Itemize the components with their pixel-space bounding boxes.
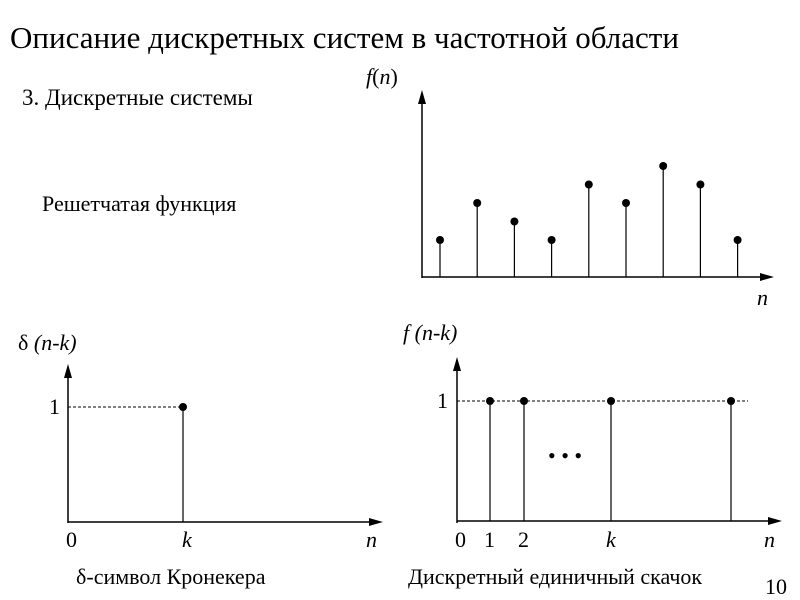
page-number: 10 [765,574,787,599]
lattice-function-chart: f(n) n [366,64,774,310]
step-y-arrow-icon [453,357,461,371]
delta-y-arrow-icon [64,364,72,378]
step-point [607,397,615,405]
delta-x-origin-label: 0 [66,527,77,552]
lattice-function-label: Решетчатая функция [42,191,237,216]
delta-y-tick-label: 1 [49,394,60,419]
lattice-point [584,180,593,189]
step-x-two-label: 2 [518,527,529,552]
step-y-tick-label: 1 [437,388,448,413]
step-x-k-label: k [606,527,617,552]
step-ellipsis: • • • [548,443,582,468]
top-y-arrow-icon [418,90,426,104]
step-y-axis-label: f (n-k) [403,320,457,345]
delta-x-axis-label: n [366,527,377,552]
top-y-axis-label: f(n) [366,64,398,89]
step-x-one-label: 1 [484,527,495,552]
unit-step-chart: • • • f (n-k) 1 0 1 2 k n [403,320,782,552]
lattice-point [510,217,519,226]
step-point [520,397,528,405]
kronecker-delta-caption: δ-символ Кронекера [76,564,266,589]
kronecker-delta-chart: δ (n-k) 1 0 k n [18,330,383,552]
lattice-point [622,199,630,207]
delta-x-k-label: k [182,527,193,552]
unit-step-caption: Дискретный единичный скачок [408,564,703,589]
delta-y-axis-label: δ (n-k) [18,330,77,355]
delta-point [179,403,187,411]
step-x-origin-label: 0 [455,527,466,552]
top-x-arrow-icon [760,273,774,281]
lattice-point [473,199,482,207]
top-x-axis-label: n [757,285,768,310]
lattice-point [547,236,556,244]
delta-x-arrow-icon [369,518,383,526]
step-point [727,397,735,405]
lattice-samples [436,162,742,277]
lattice-point [733,236,742,244]
lattice-point [659,162,668,170]
section-heading: 3. Дискретные системы [22,85,253,110]
step-point [486,397,494,405]
step-x-arrow-icon [768,517,782,525]
step-x-axis-label: n [764,527,775,552]
lattice-point [696,180,705,189]
lattice-point [436,236,444,244]
page-title: Описание дискретных систем в частотной о… [10,20,679,55]
